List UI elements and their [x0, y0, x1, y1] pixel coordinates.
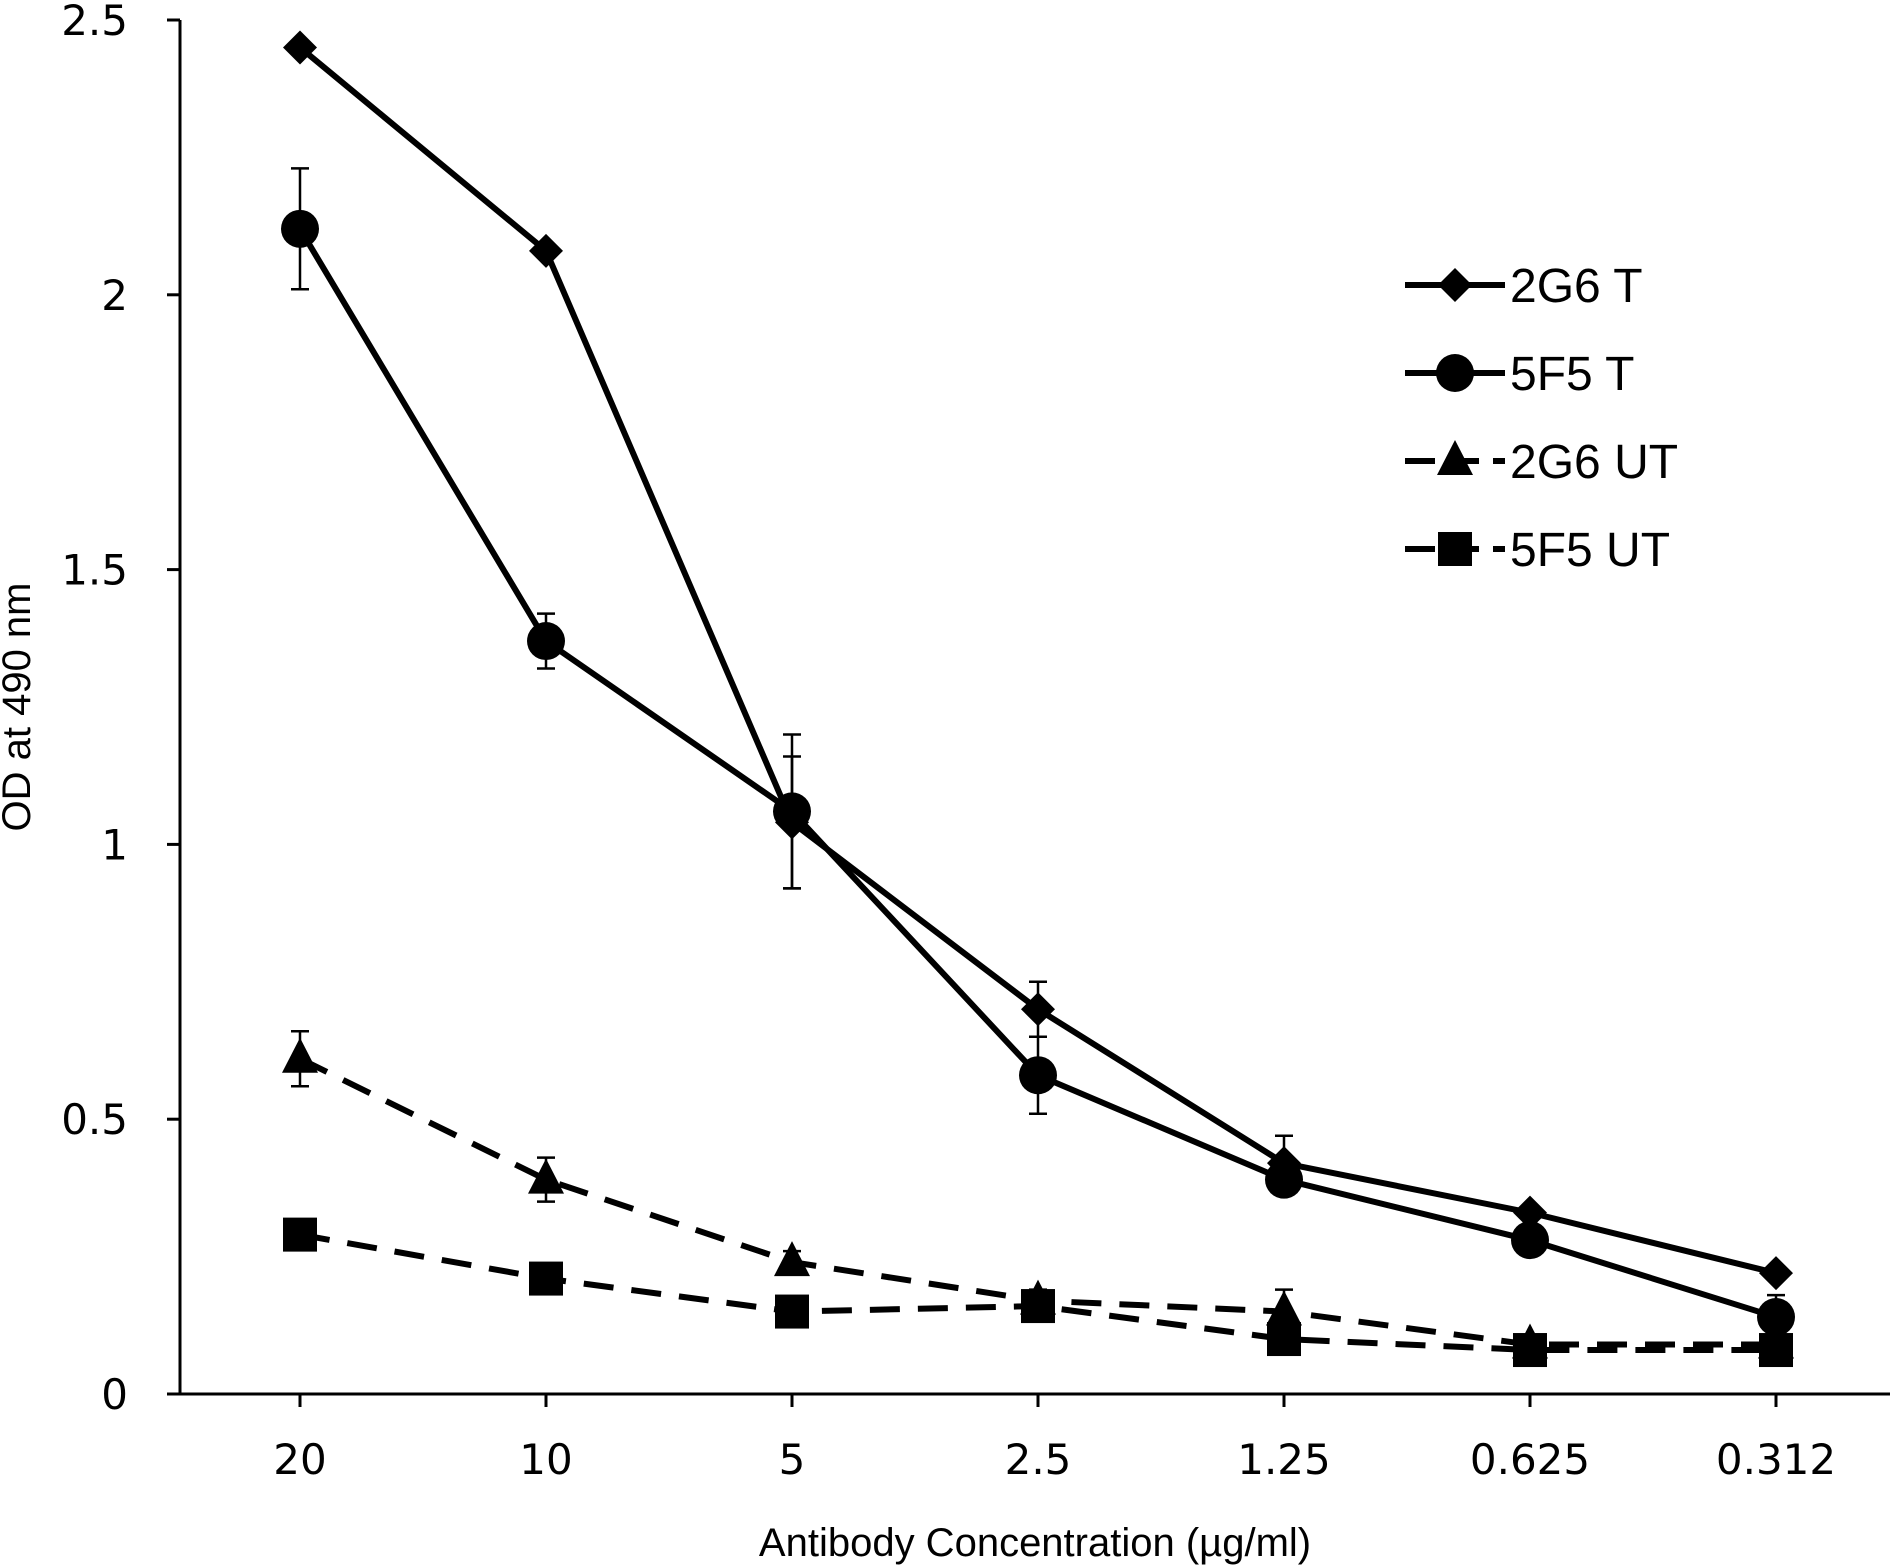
y-tick-label: 2: [101, 271, 128, 320]
x-tick-label: 0.625: [1470, 1435, 1590, 1484]
x-tick-label: 10: [519, 1435, 572, 1484]
x-axis-title: Antibody Concentration (µg/ml): [759, 1521, 1311, 1565]
data-point-diamond: [1513, 1195, 1547, 1230]
data-point-triangle: [528, 1158, 564, 1194]
legend-item: 2G6 T: [1405, 260, 1643, 313]
data-point-square: [1021, 1289, 1055, 1324]
data-point-circle: [1019, 1056, 1057, 1095]
y-tick-label: 1.5: [61, 546, 128, 595]
legend-item: 2G6 UT: [1405, 436, 1678, 489]
x-tick-label: 0.312: [1716, 1435, 1836, 1484]
y-tick-label: 2.5: [61, 0, 128, 45]
data-point-triangle: [282, 1037, 318, 1073]
data-point-circle: [1265, 1160, 1303, 1199]
data-point-diamond: [529, 233, 563, 268]
legend-label: 5F5 T: [1510, 348, 1635, 401]
data-point-circle: [527, 622, 565, 661]
x-tick-label: 5: [779, 1435, 806, 1484]
legend-item: 5F5 UT: [1405, 524, 1670, 577]
y-ticks: 0 0.5 1 1.5 2 2.5: [61, 0, 180, 1419]
data-point-square: [775, 1294, 809, 1329]
data-point-circle: [1757, 1298, 1795, 1337]
data-point-square: [1267, 1322, 1301, 1357]
legend-marker: [1436, 354, 1474, 392]
x-tick-label: 20: [273, 1435, 326, 1484]
data-point-triangle: [1266, 1290, 1302, 1326]
series-layer: [281, 30, 1795, 1368]
y-tick-label: 0.5: [61, 1095, 128, 1144]
x-tick-label: 1.25: [1237, 1435, 1331, 1484]
data-point-circle: [281, 209, 319, 248]
data-point-square: [529, 1261, 563, 1296]
x-ticks: 20 10 5 2.5 1.25 0.625 0.312: [273, 1394, 1836, 1484]
legend-marker: [1437, 440, 1473, 475]
legend-marker: [1438, 532, 1472, 566]
y-axis-title: OD at 490 nm: [0, 582, 39, 831]
y-tick-label: 0: [101, 1370, 128, 1419]
data-point-square: [1513, 1333, 1547, 1368]
legend: 2G6 T 5F5 T 2G6 UT 5F5 UT: [1405, 260, 1678, 577]
data-point-square: [283, 1217, 317, 1252]
data-point-triangle: [774, 1241, 810, 1277]
data-point-diamond: [1759, 1256, 1793, 1291]
series-5f5-ut: [283, 1217, 1793, 1368]
legend-label: 5F5 UT: [1510, 524, 1670, 577]
series-5f5-t: [281, 167, 1795, 1341]
data-point-square: [1759, 1333, 1793, 1368]
data-point-diamond: [283, 30, 317, 65]
legend-item: 5F5 T: [1405, 348, 1635, 401]
legend-label: 2G6 UT: [1510, 436, 1678, 489]
data-point-diamond: [1021, 992, 1055, 1027]
legend-label: 2G6 T: [1510, 260, 1643, 313]
x-tick-label: 2.5: [1005, 1435, 1072, 1484]
y-tick-label: 1: [101, 820, 128, 869]
legend-marker: [1438, 268, 1472, 302]
data-point-circle: [1511, 1221, 1549, 1260]
axes: [178, 20, 1890, 1396]
data-point-circle: [773, 792, 811, 831]
